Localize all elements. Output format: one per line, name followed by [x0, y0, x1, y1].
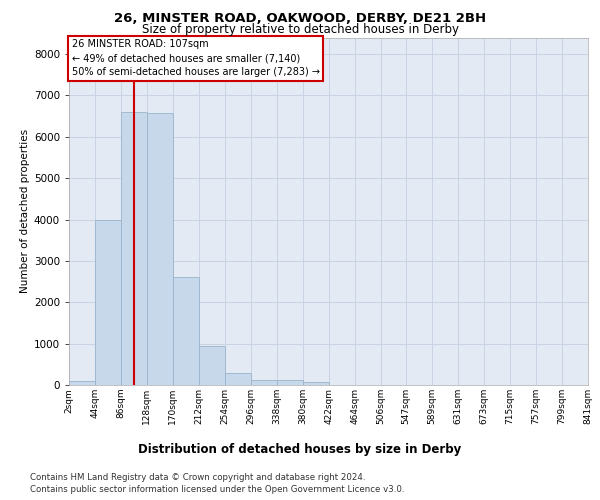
Bar [251, 380, 277, 385]
Y-axis label: Number of detached properties: Number of detached properties [20, 129, 29, 294]
Bar [121, 112, 147, 385]
Text: Size of property relative to detached houses in Derby: Size of property relative to detached ho… [142, 22, 458, 36]
Text: 26, MINSTER ROAD, OAKWOOD, DERBY, DE21 2BH: 26, MINSTER ROAD, OAKWOOD, DERBY, DE21 2… [114, 12, 486, 26]
Text: Contains HM Land Registry data © Crown copyright and database right 2024.: Contains HM Land Registry data © Crown c… [30, 472, 365, 482]
Bar [147, 113, 173, 385]
Bar [225, 372, 251, 385]
Bar [173, 278, 199, 385]
Text: Contains public sector information licensed under the Open Government Licence v3: Contains public sector information licen… [30, 485, 404, 494]
Text: Distribution of detached houses by size in Derby: Distribution of detached houses by size … [139, 442, 461, 456]
Bar [303, 382, 329, 385]
Bar [277, 380, 303, 385]
Bar [199, 346, 225, 385]
Bar [95, 220, 121, 385]
Bar [69, 381, 95, 385]
Text: 26 MINSTER ROAD: 107sqm
← 49% of detached houses are smaller (7,140)
50% of semi: 26 MINSTER ROAD: 107sqm ← 49% of detache… [71, 39, 320, 77]
